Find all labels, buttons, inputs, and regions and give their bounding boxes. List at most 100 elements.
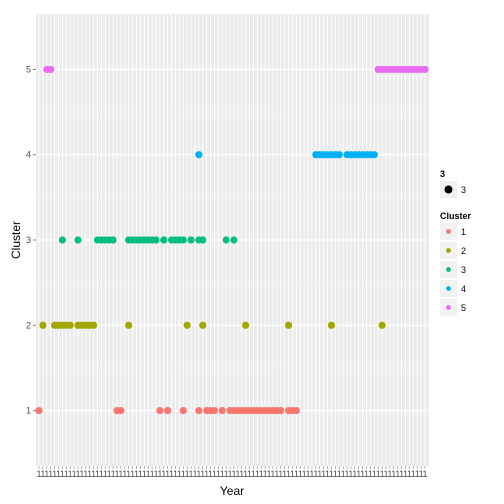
size-legend-title: 3 bbox=[440, 169, 445, 179]
x-tick-label: 1 bbox=[384, 469, 389, 479]
x-tick-label: 1 bbox=[270, 469, 275, 479]
x-tick-label: 1 bbox=[224, 469, 229, 479]
x-tick-label: 1 bbox=[122, 469, 127, 479]
data-point-cluster-1 bbox=[218, 406, 226, 415]
size-legend-swatch bbox=[444, 185, 453, 194]
x-tick-label: 1 bbox=[306, 469, 311, 479]
x-tick-label: 1 bbox=[79, 469, 84, 479]
x-tick-label: 1 bbox=[302, 469, 307, 479]
x-tick-label: 1 bbox=[403, 469, 408, 479]
x-tick-label: 1 bbox=[368, 469, 373, 479]
x-tick-label: 1 bbox=[165, 469, 170, 479]
x-tick-label: 1 bbox=[192, 469, 197, 479]
x-tick-label: 1 bbox=[411, 469, 416, 479]
data-point-cluster-3 bbox=[109, 236, 117, 244]
x-tick-label: 1 bbox=[387, 469, 392, 479]
data-point-cluster-3 bbox=[222, 236, 230, 244]
legend-label-cluster-3: 3 bbox=[461, 265, 466, 275]
x-tick-label: 1 bbox=[134, 469, 139, 479]
y-tick-label: 4 bbox=[26, 150, 31, 160]
x-tick-label: 1 bbox=[329, 469, 334, 479]
data-point-cluster-3 bbox=[160, 236, 168, 244]
x-tick-label: 1 bbox=[341, 469, 346, 479]
x-tick-label: 1 bbox=[130, 469, 135, 479]
x-tick-label: 1 bbox=[231, 469, 236, 479]
data-point-cluster-3 bbox=[187, 236, 195, 244]
legend-swatch-cluster-2 bbox=[446, 248, 451, 253]
x-tick-label: 1 bbox=[235, 469, 240, 479]
x-tick-label: 1 bbox=[399, 469, 404, 479]
x-tick-label: 1 bbox=[189, 469, 194, 479]
x-tick-label: 1 bbox=[114, 469, 119, 479]
color-legend-title: Cluster bbox=[440, 211, 472, 221]
x-tick-label: 1 bbox=[255, 469, 260, 479]
data-point-cluster-1 bbox=[179, 406, 187, 415]
data-point-cluster-1 bbox=[277, 406, 285, 415]
x-tick-label: 1 bbox=[72, 469, 77, 479]
x-tick-label: 1 bbox=[278, 469, 283, 479]
data-points bbox=[35, 65, 429, 415]
x-tick-label: 1 bbox=[150, 469, 155, 479]
legend: 3 3 Cluster 1 2 3 4 5 bbox=[440, 169, 472, 316]
x-tick-label: 1 bbox=[185, 469, 190, 479]
x-tick-label: 1 bbox=[333, 469, 338, 479]
x-tick-label: 1 bbox=[157, 469, 162, 479]
x-tick-label: 1 bbox=[75, 469, 80, 479]
x-tick-label: 1 bbox=[99, 469, 104, 479]
data-point-cluster-1 bbox=[117, 406, 125, 415]
data-point-cluster-1 bbox=[210, 406, 219, 415]
data-point-cluster-1 bbox=[195, 406, 203, 415]
x-tick-label: 1 bbox=[103, 469, 108, 479]
data-point-cluster-2 bbox=[378, 321, 386, 329]
x-tick-label: 1 bbox=[274, 469, 279, 479]
major-grid bbox=[36, 14, 429, 466]
x-tick-label: 1 bbox=[286, 469, 291, 479]
color-legend: Cluster 1 2 3 4 5 bbox=[440, 211, 472, 316]
x-tick-label: 1 bbox=[196, 469, 201, 479]
data-point-cluster-5 bbox=[421, 65, 429, 74]
x-tick-label: 1 bbox=[395, 469, 400, 479]
x-tick-label: 1 bbox=[36, 469, 41, 479]
x-tick-label: 1 bbox=[161, 469, 166, 479]
y-tick-label: 3 bbox=[26, 235, 31, 245]
x-tick-label: 1 bbox=[348, 469, 353, 479]
data-point-cluster-5 bbox=[47, 65, 55, 74]
x-tick-label: 1 bbox=[282, 469, 287, 479]
x-tick-label: 1 bbox=[44, 469, 49, 479]
data-point-cluster-2 bbox=[89, 321, 98, 329]
legend-swatch-cluster-5 bbox=[446, 305, 451, 310]
x-tick-label: 1 bbox=[91, 469, 96, 479]
x-tick-label: 1 bbox=[204, 469, 209, 479]
y-axis-title: Cluster bbox=[9, 221, 23, 259]
size-legend-label: 3 bbox=[461, 185, 466, 195]
y-tick-label: 1 bbox=[26, 406, 31, 416]
data-point-cluster-3 bbox=[74, 236, 82, 244]
legend-swatch-cluster-4 bbox=[446, 286, 451, 291]
x-tick-label: 1 bbox=[107, 469, 112, 479]
x-tick-label: 1 bbox=[83, 469, 88, 479]
x-tick-label: 1 bbox=[337, 469, 342, 479]
y-axis: 1 2 3 4 5 bbox=[26, 64, 36, 416]
x-tick-label: 1 bbox=[313, 469, 318, 479]
x-tick-label: 1 bbox=[259, 469, 264, 479]
data-point-cluster-1 bbox=[164, 406, 172, 415]
x-tick-label: 1 bbox=[40, 469, 45, 479]
x-tick-label: 1 bbox=[142, 469, 147, 479]
data-point-cluster-3 bbox=[58, 236, 66, 244]
x-tick-label: 1 bbox=[52, 469, 57, 479]
x-tick-label: 1 bbox=[298, 469, 303, 479]
x-tick-label: 1 bbox=[345, 469, 350, 479]
x-tick-label: 1 bbox=[419, 469, 424, 479]
data-point-cluster-2 bbox=[39, 321, 47, 329]
data-point-cluster-2 bbox=[66, 321, 74, 329]
x-tick-label: 1 bbox=[267, 469, 272, 479]
data-point-cluster-1 bbox=[156, 406, 164, 415]
data-point-cluster-2 bbox=[284, 321, 293, 329]
x-tick-label: 1 bbox=[200, 469, 205, 479]
data-point-cluster-2 bbox=[125, 321, 133, 329]
data-point-cluster-1 bbox=[292, 406, 300, 415]
y-tick-label: 5 bbox=[26, 64, 31, 74]
x-tick-label: 1 bbox=[239, 469, 244, 479]
data-point-cluster-1 bbox=[35, 406, 43, 415]
x-tick-label: 1 bbox=[146, 469, 151, 479]
